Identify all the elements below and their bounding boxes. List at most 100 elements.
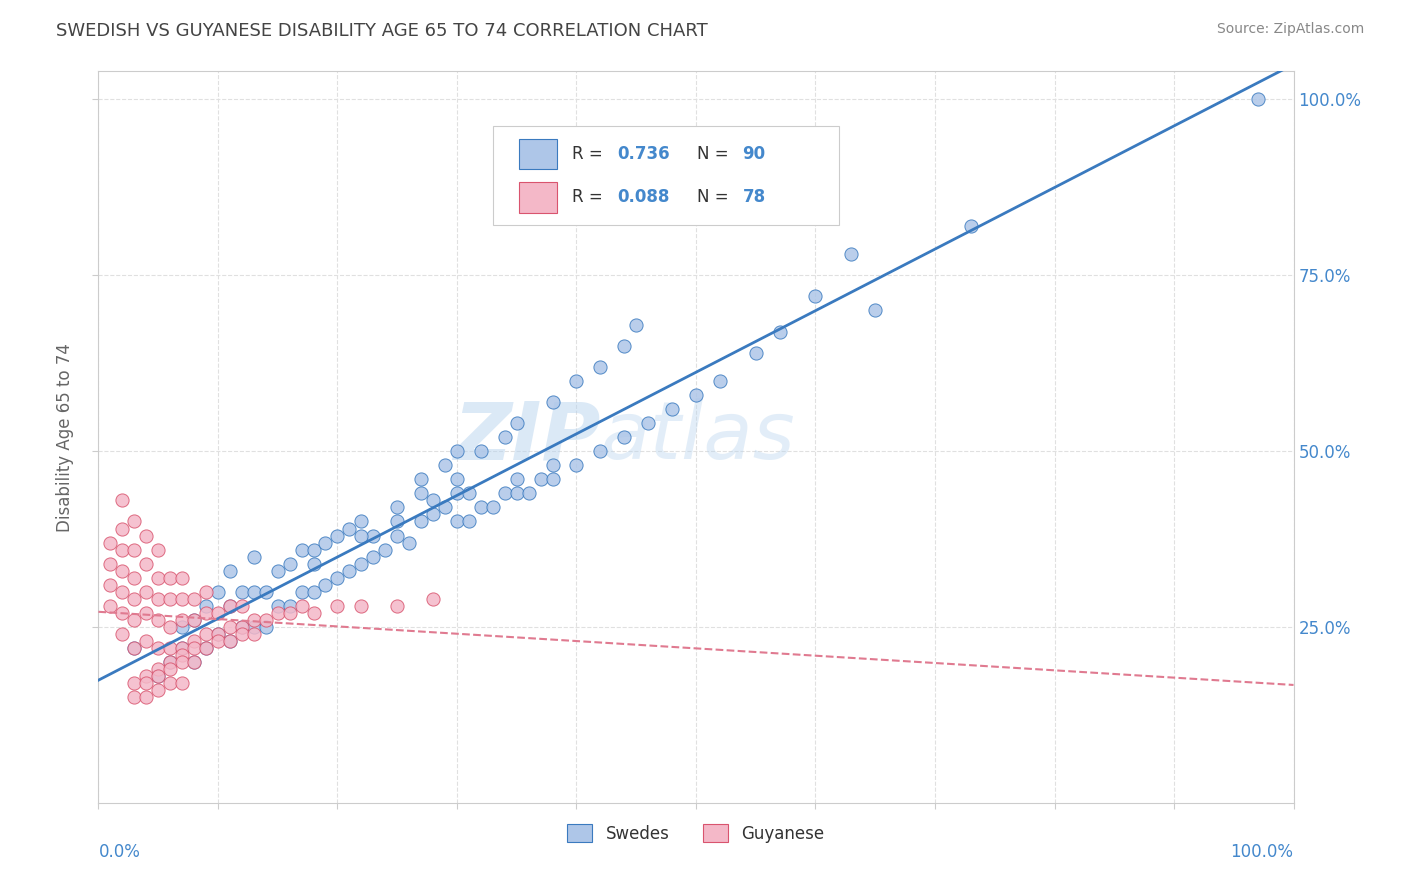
Point [411,472,433,486]
Point [148,571,170,585]
Point [159,620,181,634]
Point [470,500,492,515]
Point [661,401,683,416]
Point [254,620,277,634]
Point [804,289,827,303]
Point [768,325,790,339]
Point [506,472,529,486]
Point [148,591,170,606]
Point [541,458,564,473]
Point [159,655,181,669]
Point [385,500,409,515]
Text: R =: R = [572,145,607,163]
Point [506,416,529,430]
Point [98,535,122,549]
Text: Source: ZipAtlas.com: Source: ZipAtlas.com [1216,22,1364,37]
Point [339,521,361,535]
Point [159,591,181,606]
Point [135,676,157,690]
Point [219,564,242,578]
Point [446,486,468,500]
Point [135,690,157,705]
Point [148,669,170,683]
Text: 90: 90 [742,145,766,163]
Text: atlas: atlas [600,398,796,476]
Point [183,655,205,669]
Point [446,444,468,458]
Point [243,584,266,599]
Point [481,500,505,515]
Point [278,599,301,613]
Point [148,613,170,627]
Point [172,613,194,627]
Point [183,613,205,627]
Point [172,641,194,656]
Point [159,571,181,585]
Legend: Swedes, Guyanese: Swedes, Guyanese [561,818,831,849]
Point [589,359,612,374]
Point [124,542,146,557]
Point [172,655,194,669]
Y-axis label: Disability Age 65 to 74: Disability Age 65 to 74 [56,343,75,532]
Text: 0.088: 0.088 [617,188,669,206]
Point [183,641,205,656]
Point [291,599,314,613]
Point [434,458,457,473]
Point [207,606,229,620]
Point [195,606,218,620]
Point [613,339,636,353]
Point [589,444,612,458]
Text: 100.0%: 100.0% [1230,843,1294,861]
Point [98,578,122,592]
Point [111,493,134,508]
Point [124,641,146,656]
Point [135,557,157,571]
Point [422,508,444,522]
Point [326,528,349,542]
Point [159,655,181,669]
FancyBboxPatch shape [494,126,839,225]
Text: 0.0%: 0.0% [98,843,141,861]
Point [613,430,636,444]
Point [98,599,122,613]
Point [243,620,266,634]
Point [745,345,768,359]
Point [219,620,242,634]
Point [302,584,325,599]
Text: N =: N = [697,145,734,163]
Point [278,557,301,571]
Point [291,542,314,557]
Point [111,627,134,641]
Point [195,599,218,613]
Point [1247,93,1270,107]
Point [159,676,181,690]
Point [111,521,134,535]
Point [183,591,205,606]
Point [243,549,266,564]
Point [398,535,420,549]
Point [541,395,564,409]
Point [411,486,433,500]
Point [124,571,146,585]
Point [422,493,444,508]
Point [111,606,134,620]
Point [111,564,134,578]
Point [148,641,170,656]
Point [124,515,146,529]
Point [565,374,588,388]
Point [302,542,325,557]
Point [709,374,731,388]
Point [446,472,468,486]
Point [254,613,277,627]
Point [530,472,553,486]
Point [458,515,481,529]
Point [231,627,253,641]
Point [302,606,325,620]
Point [637,416,659,430]
Text: R =: R = [572,188,607,206]
Point [841,247,863,261]
Point [350,515,373,529]
Point [960,219,983,233]
Point [326,571,349,585]
Point [219,634,242,648]
